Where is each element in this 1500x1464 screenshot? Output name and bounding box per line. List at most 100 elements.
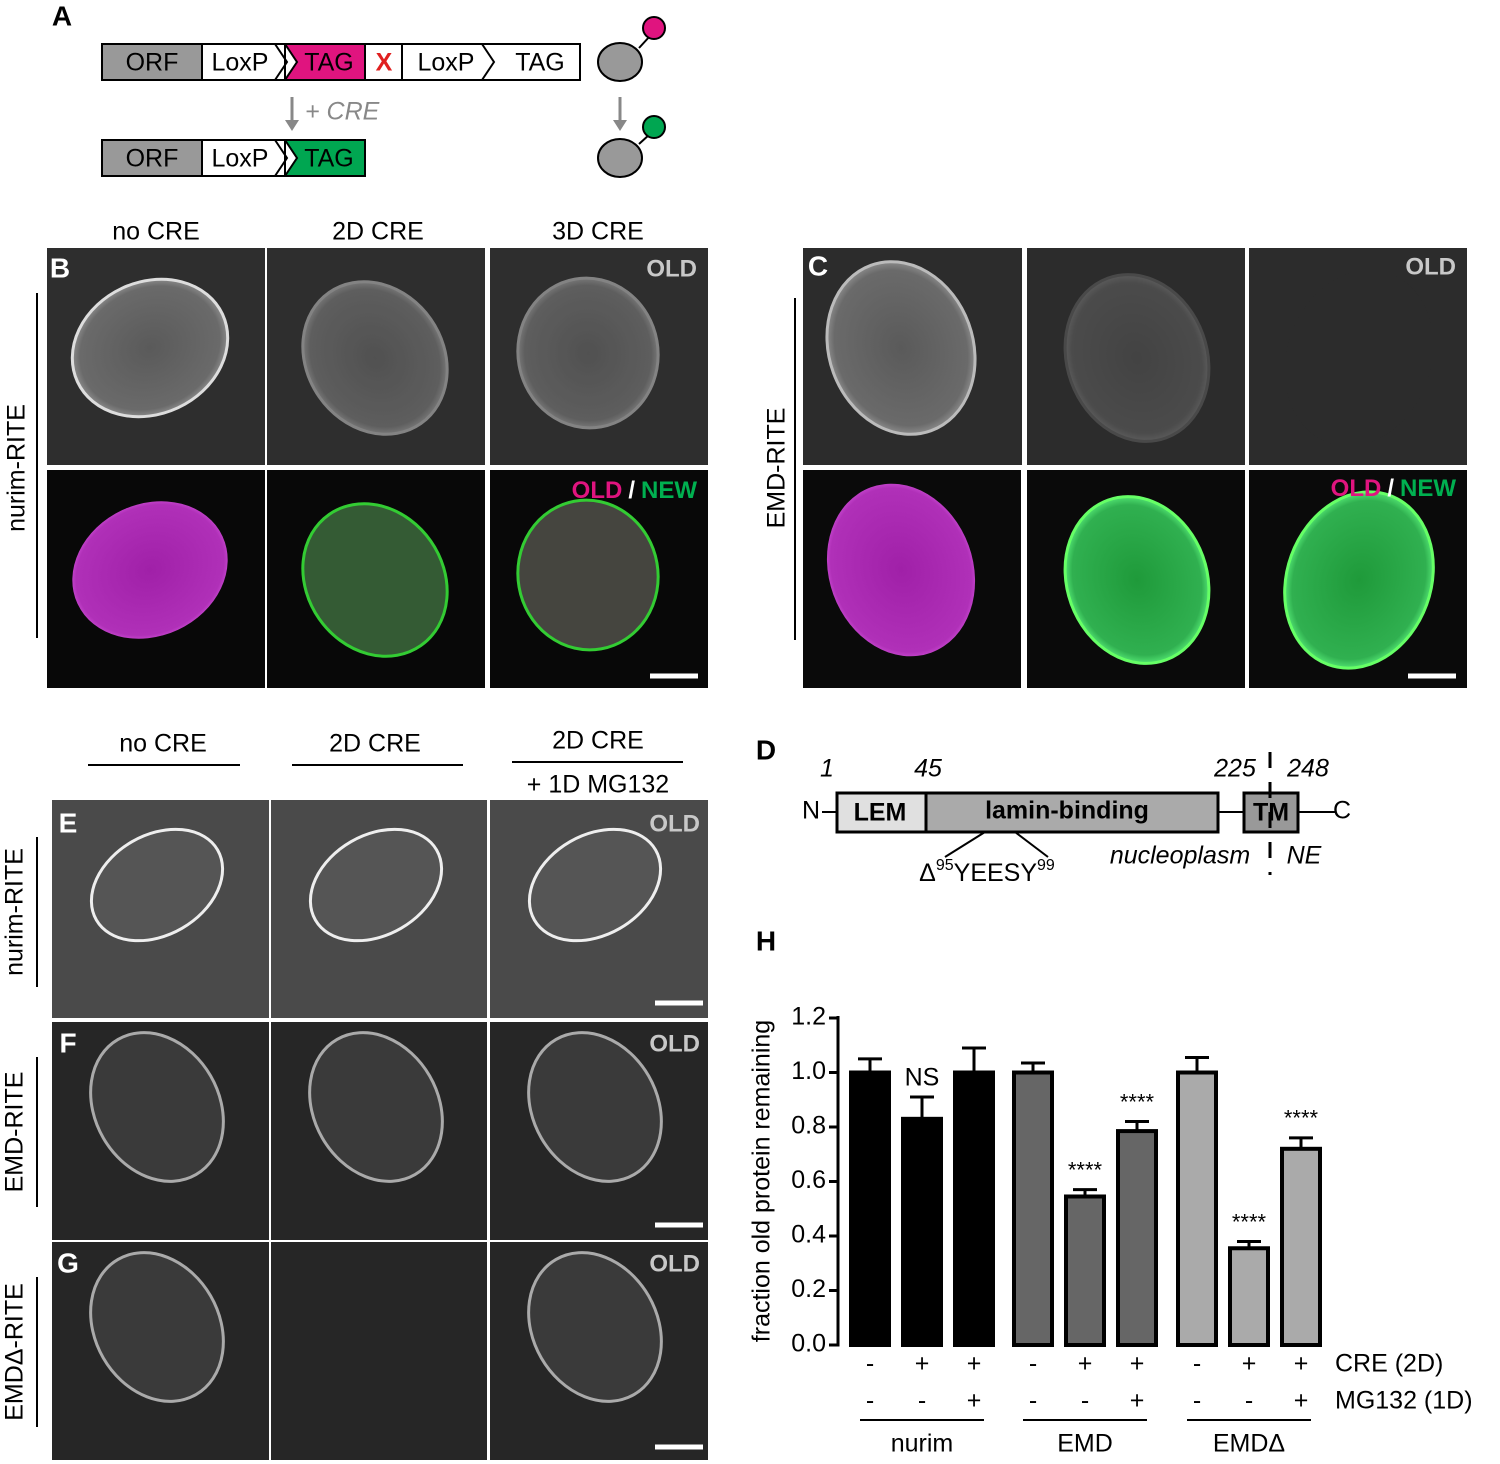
domain-label: lamin-binding <box>985 797 1149 825</box>
arrow-head <box>613 120 627 131</box>
channel-label: OLD <box>646 255 697 282</box>
loxp-box <box>201 43 286 81</box>
micrographs <box>47 248 1467 1460</box>
panel-label: C <box>808 250 828 281</box>
condition-sign: - <box>866 1387 874 1415</box>
bar <box>1012 1070 1054 1347</box>
panel-label: F <box>59 1027 76 1058</box>
bar <box>849 1070 891 1347</box>
row-label: nurim-RITE <box>1 848 29 976</box>
orf-box <box>101 139 203 177</box>
significance-label: **** <box>1068 1157 1103 1182</box>
channel-label: OLD <box>649 1250 700 1277</box>
deletion-line <box>944 831 986 858</box>
construct-text: LoxP <box>212 49 269 77</box>
condition-label: MG132 (1D) <box>1335 1387 1473 1415</box>
condition-sign: + <box>967 1387 982 1415</box>
y-tick-label: 0.8 <box>791 1112 826 1140</box>
nucleus <box>1283 490 1435 670</box>
condition-sign: - <box>1193 1387 1201 1415</box>
motif: YEESY <box>954 859 1038 887</box>
c-terminus: C <box>1333 797 1351 825</box>
chevron <box>274 43 289 81</box>
region-label: nucleoplasm <box>1110 842 1250 870</box>
column-header: 2D CRE <box>329 730 421 758</box>
orf-box <box>101 43 203 81</box>
construct-text: LoxP <box>212 145 269 173</box>
row-label: nurim-RITE <box>3 404 31 532</box>
position: 248 <box>1286 755 1329 783</box>
deletion-label: Δ95YEESY99 <box>919 857 1055 886</box>
nucleus <box>516 276 660 430</box>
condition-sign: - <box>1193 1350 1201 1378</box>
protein-icon <box>597 138 643 178</box>
region-label: NE <box>1287 842 1322 870</box>
significance-label: **** <box>1232 1209 1267 1234</box>
condition-sign: - <box>1029 1350 1037 1378</box>
construct-text: TAG <box>515 49 565 77</box>
condition-sign: + <box>1294 1387 1309 1415</box>
y-tick-label: 0.2 <box>791 1275 826 1303</box>
nucleus <box>308 827 444 943</box>
construct-text: ORF <box>126 49 179 77</box>
channel-label: OLD <box>649 810 700 837</box>
nucleus <box>72 501 228 639</box>
nucleus <box>301 502 449 658</box>
bar <box>901 1116 943 1347</box>
group-label: EMD <box>1057 1430 1113 1458</box>
panel-label: A <box>52 0 72 31</box>
panel-label: E <box>59 807 78 838</box>
group-label: nurim <box>891 1430 954 1458</box>
column-header: 2D CRE <box>332 218 424 246</box>
panel-label: D <box>756 734 776 765</box>
position: 225 <box>1213 755 1256 783</box>
nucleus <box>527 1251 663 1403</box>
nucleus <box>826 483 976 657</box>
condition-sign: - <box>866 1350 874 1378</box>
condition-sign: + <box>1078 1350 1093 1378</box>
bar <box>1176 1070 1218 1347</box>
stop-box <box>364 43 403 81</box>
delta: Δ <box>919 859 936 887</box>
condition-label: CRE (2D) <box>1335 1350 1443 1378</box>
row-label: EMD-RITE <box>1 1072 29 1193</box>
bar <box>953 1070 995 1347</box>
slash: / <box>628 477 635 504</box>
nucleus <box>1284 269 1434 447</box>
old-label: OLD <box>1331 475 1382 502</box>
nucleus <box>516 498 660 652</box>
column-header: no CRE <box>112 218 200 246</box>
panel-label: B <box>50 252 70 283</box>
nucleus <box>308 1031 444 1183</box>
condition-sign: - <box>1081 1387 1089 1415</box>
condition-sign: + <box>1130 1387 1145 1415</box>
condition-sign: + <box>1294 1350 1309 1378</box>
chevron <box>481 43 496 81</box>
deletion-line <box>1014 831 1049 858</box>
loxp-box <box>201 139 286 177</box>
arrow-label: + CRE <box>305 98 380 126</box>
condition-sign: + <box>915 1350 930 1378</box>
column-header: no CRE <box>119 730 207 758</box>
lamin-binding-domain <box>924 791 1220 834</box>
bar <box>1116 1129 1158 1348</box>
column-note: + 1D MG132 <box>527 771 669 799</box>
construct-text: ORF <box>126 145 179 173</box>
y-tick-label: 1.0 <box>791 1057 826 1085</box>
tag-icon <box>642 115 666 139</box>
y-axis-label: fraction old protein remaining <box>748 1020 776 1342</box>
merge-label: OLD / NEW <box>1331 475 1457 502</box>
chevron <box>274 139 289 177</box>
nucleus <box>1063 273 1211 443</box>
panel-d: D N C LEM lamin-binding TM 1 45 225 248 … <box>756 734 1351 886</box>
significance-label: **** <box>1284 1106 1319 1131</box>
group-label: EMDΔ <box>1213 1430 1285 1458</box>
nucleus <box>89 827 225 943</box>
condition-sign: - <box>1029 1387 1037 1415</box>
loxp-tag-box <box>401 43 581 81</box>
construct-text: TAG <box>304 145 354 173</box>
new-label: NEW <box>1400 475 1456 502</box>
row-label: EMDΔ-RITE <box>1 1283 29 1421</box>
n-terminus: N <box>802 797 820 825</box>
nucleus <box>527 1031 663 1183</box>
